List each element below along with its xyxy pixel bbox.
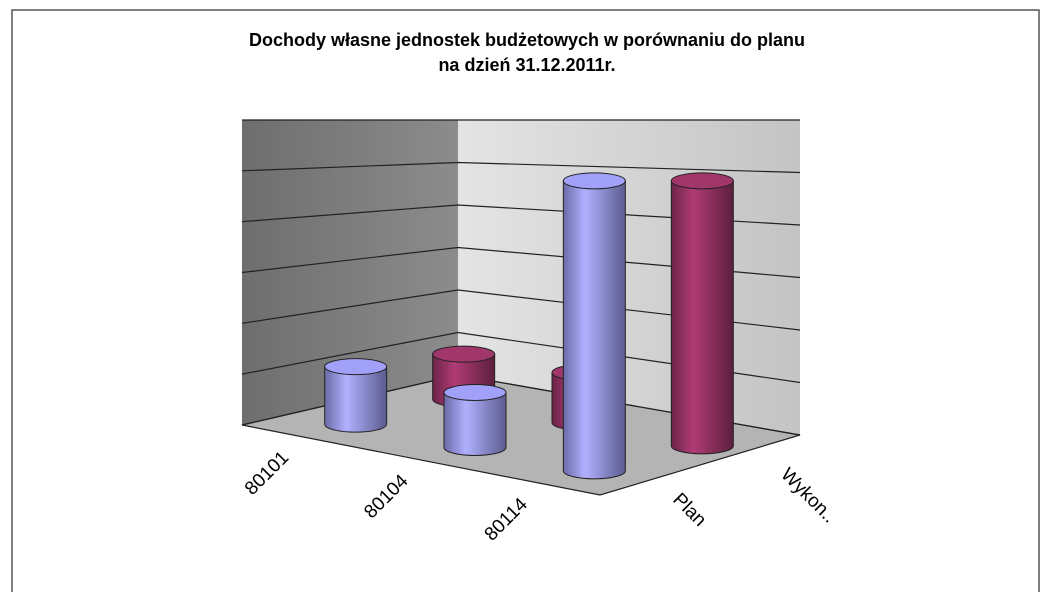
cylinder-top xyxy=(562,172,626,190)
chart-subtitle: na dzień 31.12.2011r. xyxy=(438,55,615,75)
chart-title: Dochody własne jednostek budżetowych w p… xyxy=(249,30,805,50)
cylinder xyxy=(670,172,734,455)
legend-label: Wykon.. xyxy=(776,464,839,527)
cylinder-top xyxy=(443,384,507,401)
grid-line xyxy=(241,161,801,174)
left-wall xyxy=(242,120,458,425)
frame xyxy=(11,9,1040,592)
x-tick-label: 80101 xyxy=(241,447,293,499)
cylinder xyxy=(443,384,507,456)
cylinder-body xyxy=(670,180,734,455)
legend-label: Plan xyxy=(668,489,710,531)
cylinder-body xyxy=(562,180,626,480)
cylinder xyxy=(562,172,626,480)
cylinder-top xyxy=(324,358,388,376)
cylinder-top xyxy=(432,345,496,363)
cylinder-top xyxy=(670,172,734,190)
x-tick-label: 80104 xyxy=(360,470,413,523)
cylinder-body xyxy=(324,366,388,433)
cylinder-body xyxy=(443,392,507,456)
x-tick-label: 80114 xyxy=(481,494,533,546)
cylinder xyxy=(324,358,388,433)
